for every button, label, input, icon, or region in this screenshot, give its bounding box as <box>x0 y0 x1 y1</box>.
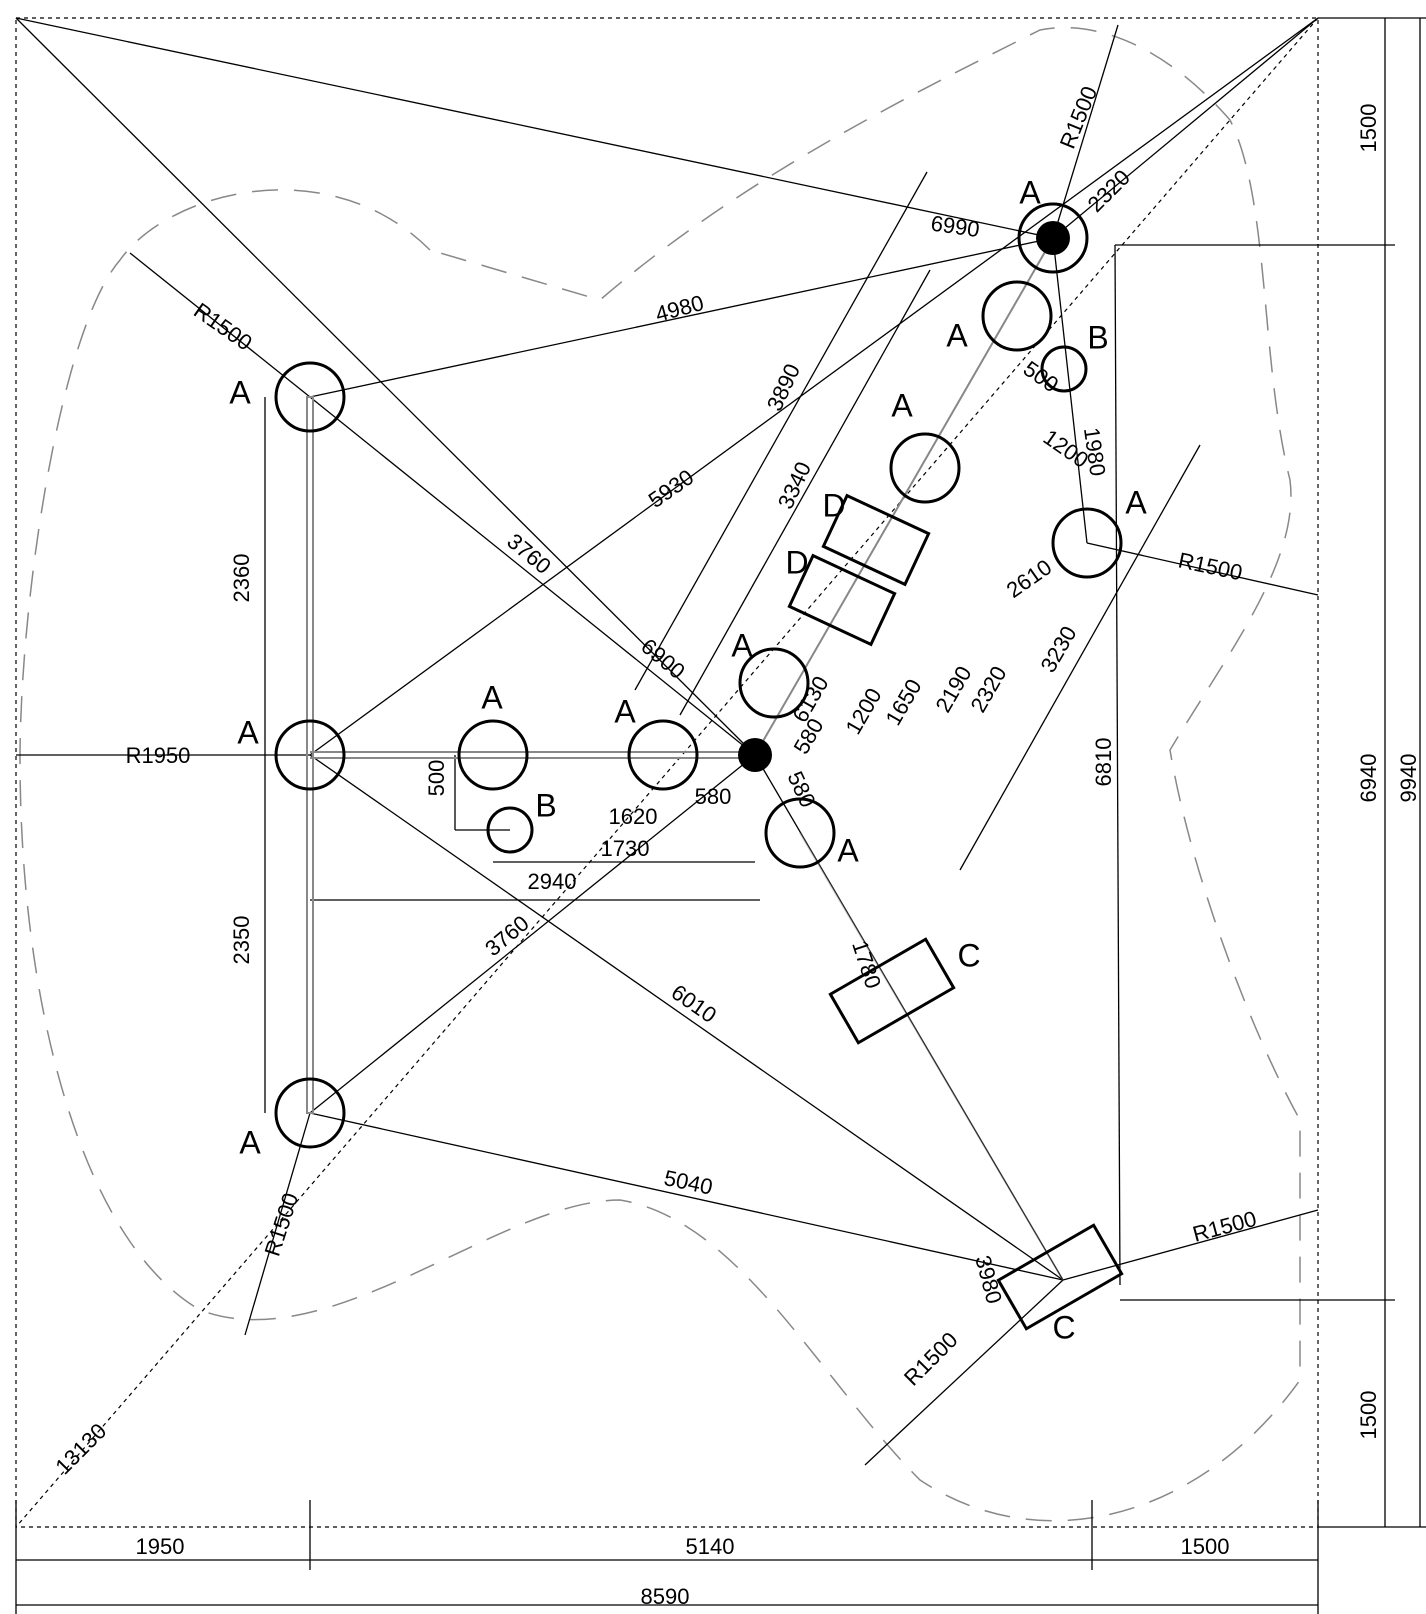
equipment-label: D <box>822 487 845 523</box>
dimension-label: 6940 <box>1356 754 1381 803</box>
dimension-label: R1950 <box>126 743 191 768</box>
equipment-label: A <box>891 387 913 423</box>
dimension-label: 2350 <box>229 916 254 965</box>
equipment-label: A <box>239 1124 261 1160</box>
dimension-label: 1500 <box>1356 104 1381 153</box>
dimension-label: 1620 <box>609 804 658 829</box>
dimension-label: 8590 <box>641 1584 690 1609</box>
dimension-label: 2940 <box>528 869 577 894</box>
dimension-label: 5140 <box>686 1534 735 1559</box>
dimension-label: 500 <box>424 760 449 797</box>
dimension-label: 9940 <box>1396 754 1421 803</box>
equipment-label: C <box>1052 1309 1075 1345</box>
dimension-label: 1500 <box>1356 1391 1381 1440</box>
equipment-label: A <box>614 693 636 729</box>
equipment-label: A <box>481 679 503 715</box>
dimension-label: 1730 <box>601 836 650 861</box>
equipment-label: A <box>1019 174 1041 210</box>
equipment-label: A <box>237 714 259 750</box>
dimension-label: 1500 <box>1181 1534 1230 1559</box>
equipment-label: A <box>946 317 968 353</box>
equipment-label: A <box>1125 484 1147 520</box>
equipment-label: A <box>837 832 859 868</box>
equipment-label: B <box>1087 319 1108 355</box>
dimension-label: 1950 <box>136 1534 185 1559</box>
equipment-label: A <box>229 374 251 410</box>
equipment-label: A <box>731 627 753 663</box>
site-plan: 15006940994015001950514015008590R1500232… <box>0 0 1426 1614</box>
dimension-label: 6810 <box>1091 738 1116 787</box>
dimension-label: 580 <box>695 784 732 809</box>
equipment-label: D <box>785 544 808 580</box>
equipment-label: C <box>957 937 980 973</box>
dimension-label: 2360 <box>229 554 254 603</box>
equipment-label: B <box>535 787 556 823</box>
